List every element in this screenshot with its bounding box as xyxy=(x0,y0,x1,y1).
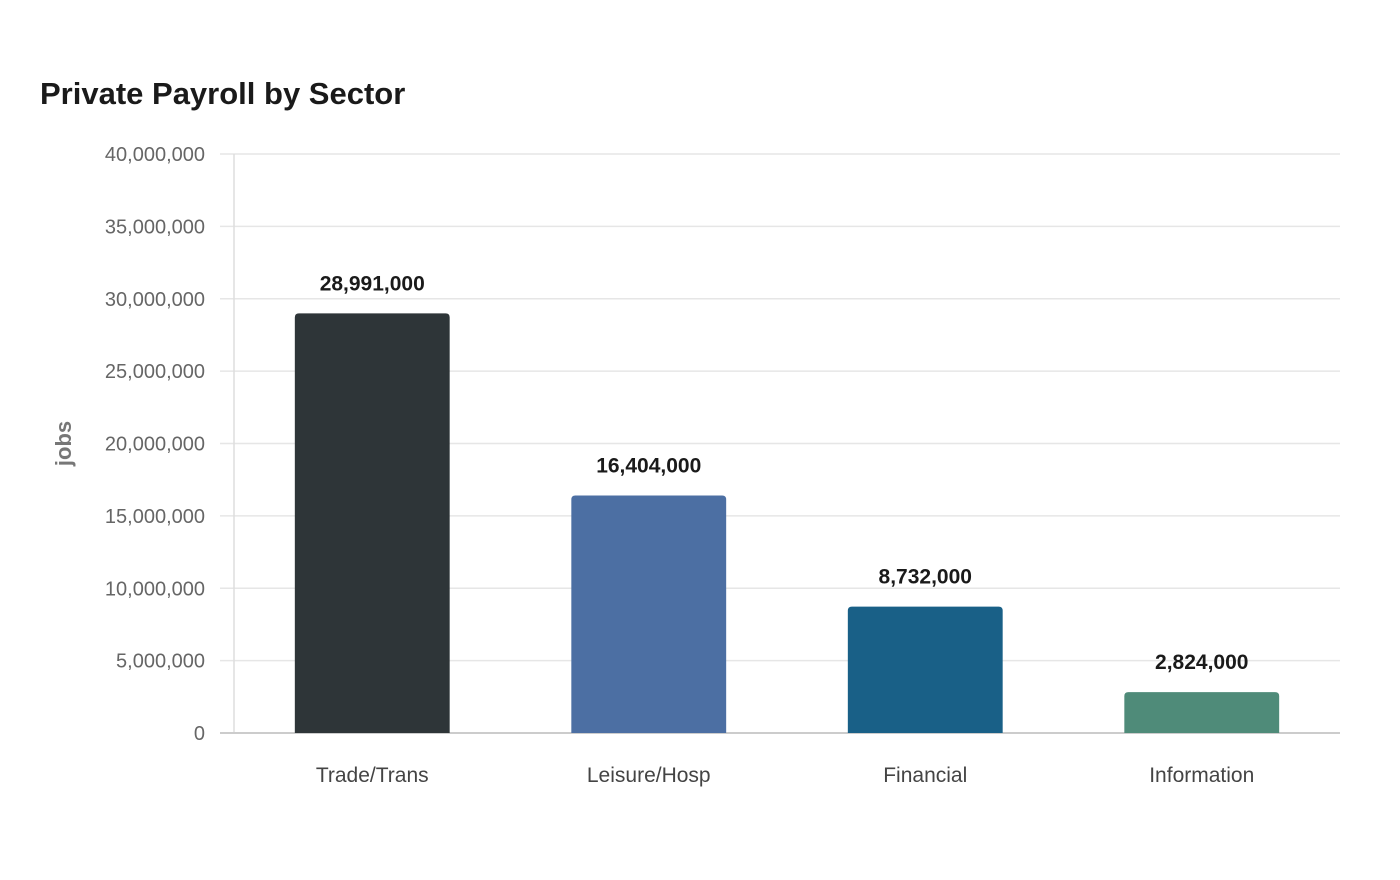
data-label: 16,404,000 xyxy=(596,455,701,478)
y-tick-label: 0 xyxy=(194,723,205,745)
bar-trade-trans xyxy=(294,313,450,733)
x-tick-label: Financial xyxy=(883,764,967,787)
y-tick-label: 30,000,000 xyxy=(105,289,205,311)
labels: 0 5,000,000 10,000,000 15,000,000 20,000,000… xyxy=(51,144,1254,787)
bar-leisure-hosp xyxy=(571,495,727,733)
y-axis-title: jobs xyxy=(51,421,76,467)
x-tick-label: Trade/Trans xyxy=(316,764,429,787)
data-label: 28,991,000 xyxy=(320,272,425,295)
y-tick-label: 35,000,000 xyxy=(105,216,205,238)
data-label: 8,732,000 xyxy=(879,566,972,589)
y-tick-label: 20,000,000 xyxy=(105,434,205,456)
y-tick-label: 15,000,000 xyxy=(105,506,205,528)
data-label: 2,824,000 xyxy=(1155,651,1248,674)
y-tick-label: 5,000,000 xyxy=(116,651,205,673)
x-tick-label: Information xyxy=(1149,764,1254,787)
bar-information xyxy=(1124,692,1280,733)
y-tick-label: 10,000,000 xyxy=(105,578,205,600)
x-tick-label: Leisure/Hosp xyxy=(587,764,711,787)
y-tick-label: 40,000,000 xyxy=(105,144,205,166)
bars xyxy=(294,313,1280,733)
chart-title: Private Payroll by Sector xyxy=(40,76,406,111)
y-tick-label: 25,000,000 xyxy=(105,361,205,383)
bar-financial xyxy=(847,606,1003,733)
